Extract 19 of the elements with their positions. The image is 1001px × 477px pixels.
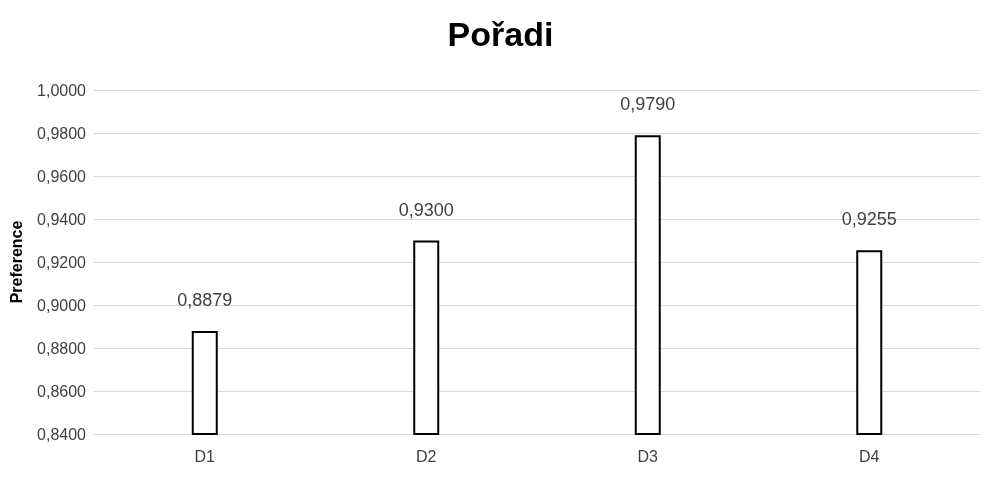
data-label: 0,9300: [398, 199, 454, 220]
y-tick-label: 0,9200: [37, 253, 87, 271]
x-tick-label: D4: [859, 447, 880, 465]
x-tick-label: D1: [194, 447, 216, 465]
y-tick-label: 0,9000: [37, 296, 87, 314]
x-tick-label: D2: [416, 447, 437, 465]
y-tick-label: 0,9600: [37, 167, 87, 185]
y-axis-title: Preference: [7, 220, 25, 304]
x-tick-label: D3: [637, 447, 659, 465]
y-tick-label: 0,9400: [37, 210, 87, 228]
y-tick-label: 0,9800: [37, 124, 87, 142]
y-tick-label: 0,8600: [37, 382, 87, 400]
y-tick-label: 0,8800: [37, 339, 87, 357]
y-tick-label: 0,8400: [37, 425, 87, 443]
data-label: 0,8879: [177, 290, 233, 311]
chart-title: Pořadi: [447, 15, 554, 53]
data-label: 0,9790: [620, 94, 676, 115]
y-tick-label: 1,0000: [37, 81, 87, 99]
data-label: 0,9255: [841, 209, 897, 230]
